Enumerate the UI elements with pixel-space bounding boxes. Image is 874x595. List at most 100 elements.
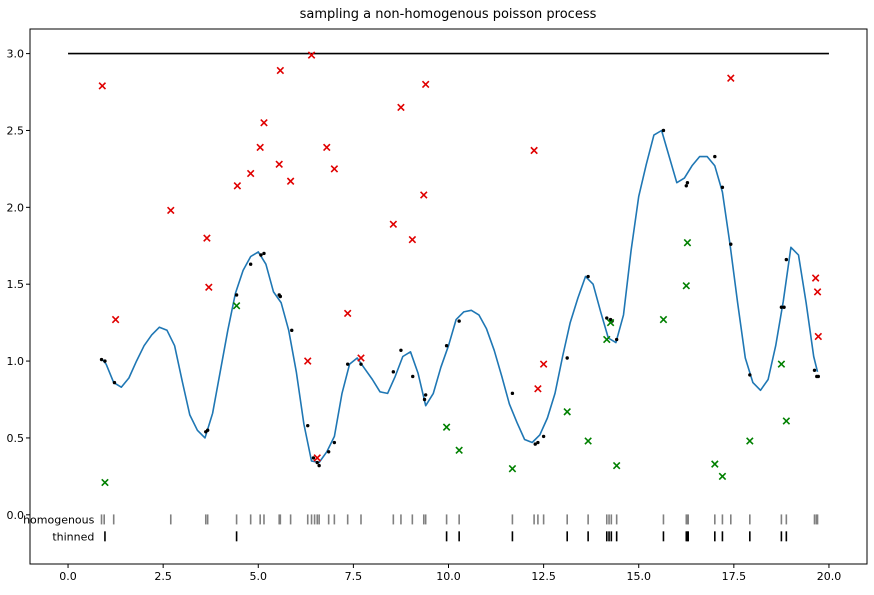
x-tick-label: 15.0 [626,570,651,583]
intensity-point [234,293,239,297]
intensity-point [586,274,590,279]
intensity-point [112,380,117,385]
accepted-marker-stroke [606,318,615,327]
rejected-marker [813,288,822,296]
rejected-marker-stroke [275,160,283,169]
x-tick-label: 7.5 [345,570,363,583]
rejected-marker-stroke [539,360,548,368]
rejected-marker [420,191,428,199]
rejected-marker-stroke [313,454,322,462]
rejected-marker [397,103,405,112]
rejected-marker [530,146,538,155]
y-tick-label: 2.5 [7,124,25,137]
accepted-marker [682,281,691,290]
rejected-marker [408,235,417,244]
rejected-marker-stroke [203,234,211,242]
x-tick-label: 12.5 [531,570,556,583]
intensity-point [262,251,266,256]
x-tick-label: 2.5 [154,570,172,583]
rejected-marker [727,74,735,82]
rejected-marker-stroke [530,146,538,155]
intensity-point [541,434,546,439]
rejected-marker [313,454,322,462]
accepted-marker-stroke [683,238,692,247]
intensity-point [359,362,363,366]
plot-frame [29,28,868,565]
accepted-marker [683,238,692,247]
rejected-marker-stroke [813,288,822,296]
rejected-marker [307,51,316,59]
intensity-point [99,357,104,362]
accepted-marker-stroke [718,472,727,481]
intensity-point [510,391,515,396]
accepted-marker [101,478,109,487]
accepted-marker-stroke [603,335,611,344]
intensity-point [444,343,449,348]
rejected-marker-stroke [286,177,295,185]
intensity-point [345,362,350,366]
rejected-marker [111,315,120,324]
rejected-marker-stroke [343,309,352,318]
accepted-marker-stroke [777,360,786,368]
intensity-point [720,185,725,190]
rejected-marker [343,309,352,318]
intensity-point [729,242,733,246]
rejected-marker-stroke [111,315,120,324]
intensity-point [565,356,569,360]
rejected-marker-stroke [205,283,213,292]
accepted-marker [508,464,517,473]
intensity-point [259,253,263,257]
accepted-marker [782,417,791,425]
intensity-point [317,463,321,468]
rejected-marker-stroke [303,357,312,365]
accepted-marker [659,315,668,324]
accepted-marker [563,408,571,416]
intensity-point [278,294,283,299]
rejected-marker-stroke [534,384,542,393]
accepted-marker-stroke [455,446,463,455]
intensity-point [205,428,210,432]
intensity-point [103,359,107,363]
rejected-marker-stroke [98,82,107,90]
accepted-marker-stroke [746,437,754,445]
accepted-marker [711,460,719,468]
accepted-marker [455,446,463,455]
accepted-marker-stroke [508,464,517,473]
rejected-marker [389,220,398,229]
rejected-marker [811,274,820,282]
intensity-point [311,456,316,460]
rejected-marker [357,354,365,362]
intensity-point [748,373,752,377]
rejected-marker-stroke [260,119,268,127]
rejected-marker [98,82,107,90]
accepted-marker-stroke [563,408,571,416]
rejected-marker-stroke [256,143,264,152]
rejected-marker-stroke [330,165,339,173]
axes: 0.0 2.5 5.0 7.5 10.0 12.5 15.0 17.5 20.0 0.0 0.5 1.… [7,48,842,583]
intensity-point [290,328,294,333]
rejected-marker [203,234,211,242]
rejected-marker-stroke [233,182,242,190]
rejected-marker-stroke [814,332,823,341]
rejected-marker-stroke [811,274,820,282]
rejected-marker-stroke [420,191,428,199]
rejected-marker [233,182,242,190]
intensity-point [315,460,319,465]
intensity-point [661,128,666,133]
rejected-marker-stroke [246,169,255,178]
intensity-point [422,397,427,402]
x-tick-label: 20.0 [817,570,842,583]
intensity-point [423,393,428,397]
rejected-marker [322,143,331,152]
accepted-marker [612,461,621,470]
rejected-marker [534,384,542,393]
rejected-marker [167,206,175,215]
rejected-marker [421,80,430,89]
accepted-marker [232,301,241,310]
intensity-point [391,370,396,374]
rejected-marker-stroke [307,51,316,59]
intensity-point [332,440,337,445]
